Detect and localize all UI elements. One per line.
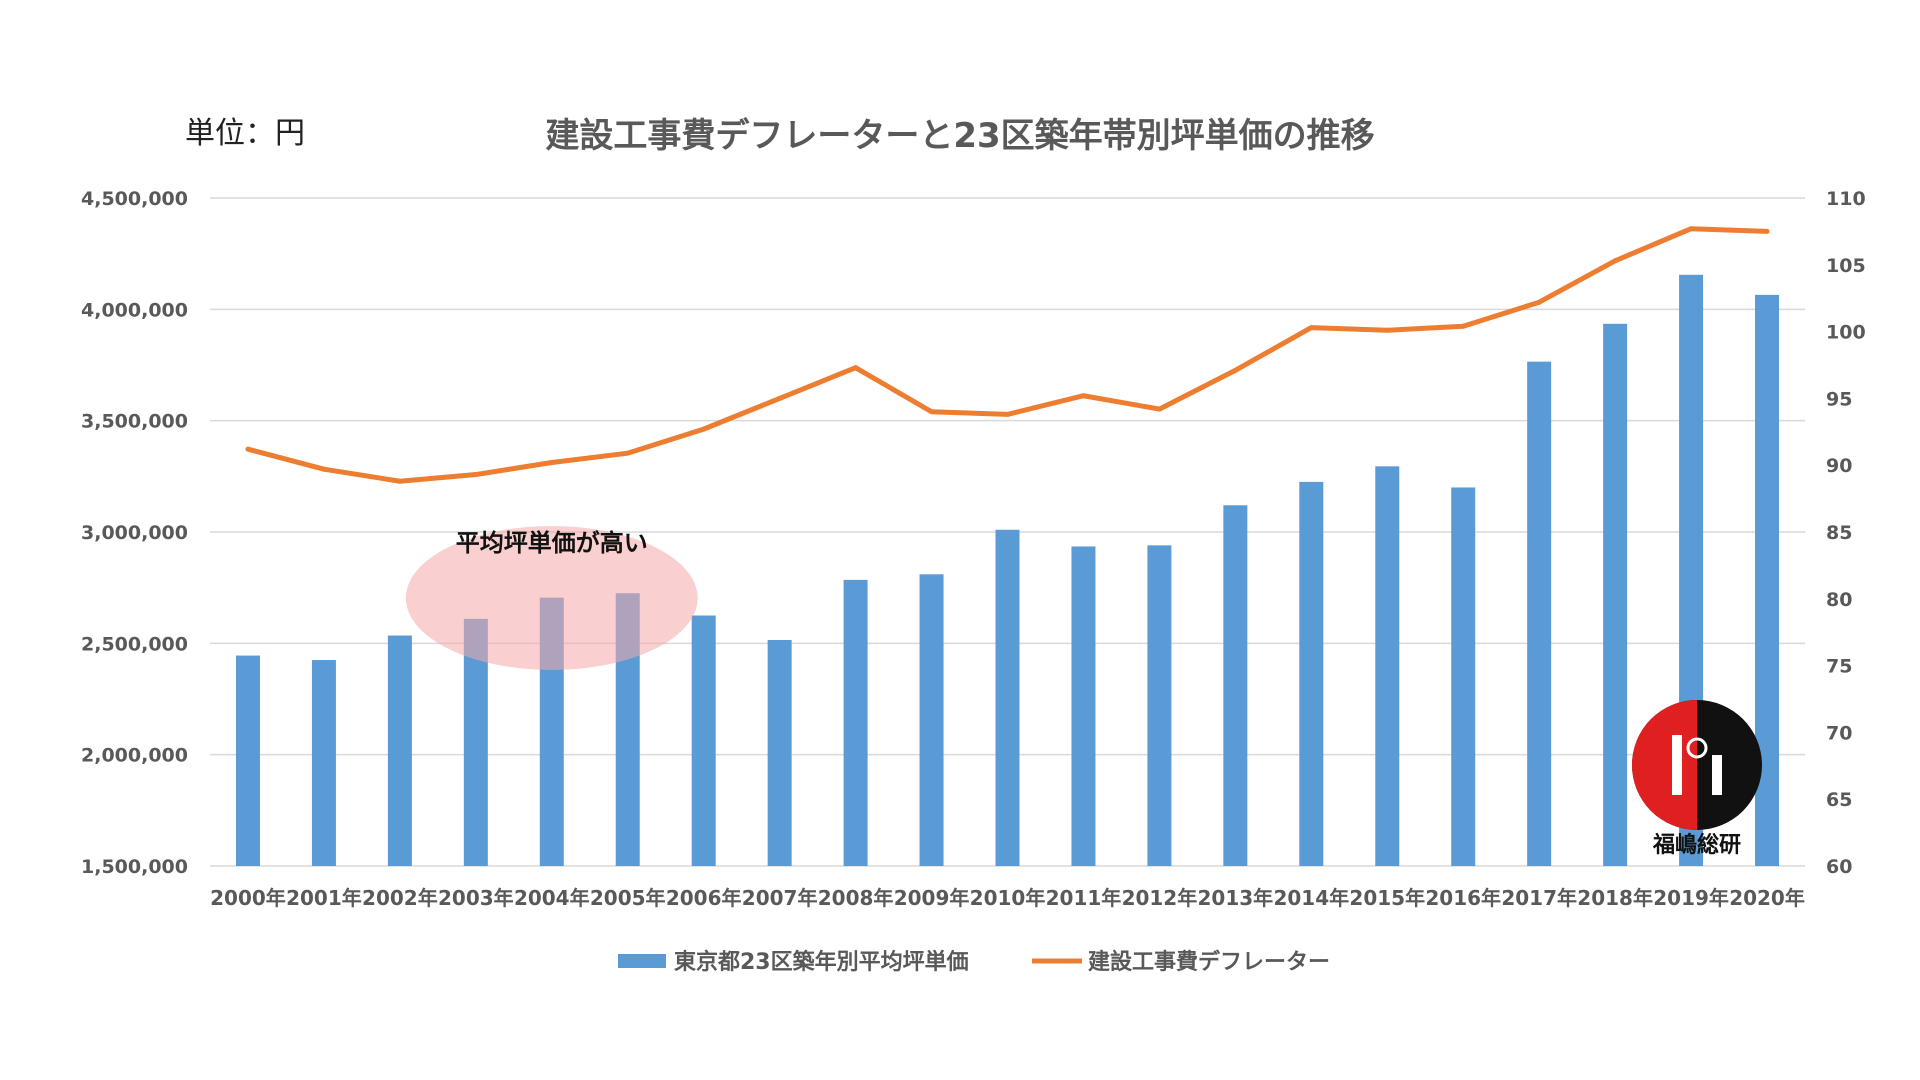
line-point — [777, 395, 783, 401]
bar — [1071, 546, 1096, 866]
x-tick-label: 2012年 — [1122, 886, 1198, 910]
line-point — [1232, 367, 1238, 373]
bar — [919, 574, 944, 866]
x-tick-label: 2011年 — [1046, 886, 1122, 910]
logo-building-left — [1672, 735, 1682, 795]
right-tick-label: 110 — [1826, 188, 1866, 210]
bar — [1223, 505, 1248, 866]
right-tick-label: 70 — [1826, 722, 1852, 744]
right-tick-label: 60 — [1826, 856, 1852, 878]
left-tick-label: 3,500,000 — [81, 411, 188, 433]
highlight-ellipse — [405, 526, 698, 670]
bar-series — [235, 274, 1780, 867]
line-point — [245, 446, 251, 452]
x-tick-label: 2004年 — [514, 886, 590, 910]
unit-label: 単位：円 — [185, 116, 305, 151]
legend-line-label: 建設工事費デフレーター — [1088, 949, 1330, 975]
left-tick-label: 2,000,000 — [81, 745, 188, 767]
right-tick-label: 105 — [1826, 255, 1866, 277]
right-tick-label: 95 — [1826, 388, 1852, 410]
annotation-highlight: 平均坪単価が高い — [405, 526, 698, 670]
line-point — [1080, 393, 1086, 399]
bar — [1375, 466, 1400, 866]
x-tick-label: 2015年 — [1349, 886, 1425, 910]
bar — [1603, 323, 1628, 867]
line-point — [853, 365, 859, 371]
left-tick-label: 4,500,000 — [81, 188, 188, 210]
bar — [1147, 545, 1172, 866]
line-point — [473, 472, 479, 478]
bar — [843, 579, 868, 866]
x-tick-label: 2006年 — [666, 886, 742, 910]
annotation-text: 平均坪単価が高い — [456, 529, 648, 557]
line-point — [1156, 406, 1162, 412]
line-point — [701, 426, 707, 432]
line-point — [1384, 327, 1390, 333]
x-tick-label: 2020年 — [1729, 886, 1805, 910]
x-tick-label: 2000年 — [210, 886, 286, 910]
bar — [1299, 481, 1324, 866]
x-tick-label: 2002年 — [362, 886, 438, 910]
x-tick-label: 2016年 — [1425, 886, 1501, 910]
logo-red-half — [1632, 700, 1697, 830]
right-tick-label: 75 — [1826, 656, 1852, 678]
line-point — [1005, 411, 1010, 417]
x-tick-label: 2017年 — [1501, 886, 1577, 910]
legend: 東京都23区築年別平均坪単価 建設工事費デフレーター — [618, 949, 1330, 975]
right-tick-label: 80 — [1826, 589, 1852, 611]
x-tick-label: 2009年 — [894, 886, 970, 910]
bar — [691, 615, 716, 866]
line-point — [1764, 228, 1770, 234]
left-tick-label: 3,000,000 — [81, 522, 188, 544]
x-tick-label: 2018年 — [1577, 886, 1653, 910]
chart-title: 建設工事費デフレーターと23区築年帯別坪単価の推移 — [545, 116, 1375, 156]
line-point — [625, 450, 631, 456]
line-point — [929, 409, 935, 415]
bar — [767, 639, 792, 866]
line-series — [245, 226, 1770, 484]
right-tick-label: 90 — [1826, 455, 1852, 477]
bar — [235, 655, 260, 866]
line-point — [1612, 258, 1618, 264]
x-axis-ticks: 2000年 2001年 2002年 2003年 2004年 2005年 2006年 2007年… — [210, 886, 1805, 910]
left-tick-label: 1,500,000 — [81, 856, 188, 878]
x-tick-label: 2003年 — [438, 886, 514, 910]
logo-glasses — [1686, 737, 1708, 759]
line-point — [321, 466, 327, 472]
right-tick-label: 100 — [1826, 322, 1866, 344]
x-tick-label: 2005年 — [590, 886, 666, 910]
bar — [1451, 487, 1476, 866]
legend-bar-swatch — [618, 954, 666, 968]
logo-text: 福嶋総研 — [1652, 832, 1741, 858]
line-point — [397, 478, 403, 484]
bar — [1527, 361, 1552, 866]
left-tick-label: 4,000,000 — [81, 299, 188, 321]
right-tick-label: 85 — [1826, 522, 1852, 544]
line-point — [1536, 299, 1542, 305]
line-point — [1308, 325, 1314, 331]
bar — [387, 635, 412, 866]
x-tick-label: 2007年 — [742, 886, 818, 910]
bar — [311, 660, 336, 866]
right-tick-label: 65 — [1826, 789, 1852, 811]
line-point — [549, 460, 555, 466]
logo-emblem: 福嶋総研 — [1632, 700, 1762, 858]
left-axis-ticks: 1,500,000 2,000,000 2,500,000 3,000,000 3,50… — [81, 188, 188, 878]
line-point — [1688, 226, 1694, 232]
legend-bar-label: 東京都23区築年別平均坪単価 — [674, 949, 969, 975]
x-tick-label: 2014年 — [1273, 886, 1349, 910]
x-tick-label: 2010年 — [970, 886, 1046, 910]
x-tick-label: 2019年 — [1653, 886, 1729, 910]
x-tick-label: 2013年 — [1198, 886, 1274, 910]
line-point — [1460, 323, 1466, 329]
x-tick-label: 2001年 — [286, 886, 362, 910]
bar — [995, 529, 1020, 866]
logo-building-right — [1712, 755, 1722, 795]
right-axis-ticks: 60 65 70 75 80 85 90 95 100 105 110 — [1826, 188, 1866, 878]
x-tick-label: 2008年 — [818, 886, 894, 910]
left-tick-label: 2,500,000 — [81, 633, 188, 655]
